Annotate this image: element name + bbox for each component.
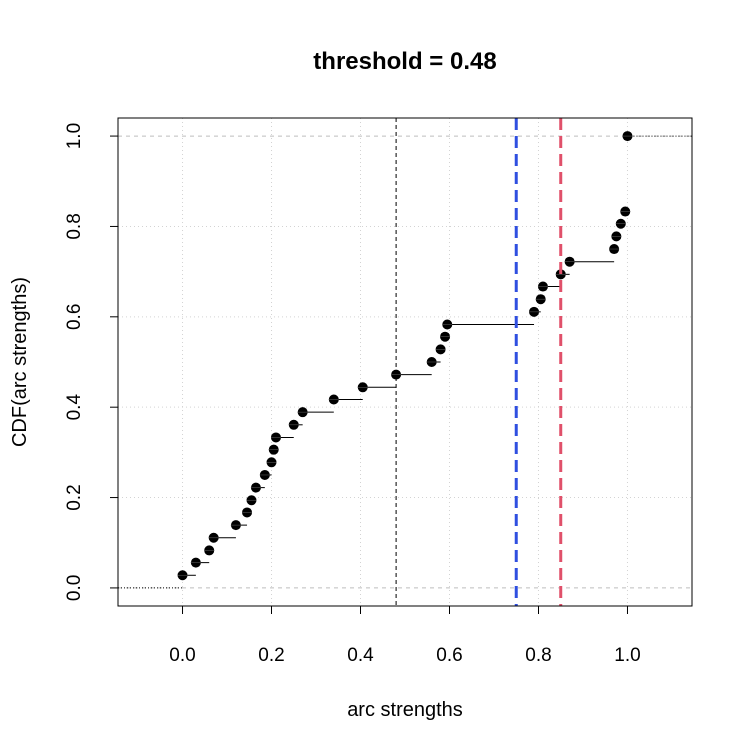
y-tick-label: 0.4 (64, 394, 85, 421)
threshold-lines (395, 118, 563, 606)
y-tick-label: 0.2 (64, 484, 85, 510)
x-tick-label: 0.4 (347, 645, 374, 666)
y-tick-label: 0.0 (64, 575, 85, 601)
y-tick-label: 0.8 (64, 213, 85, 239)
grid (118, 118, 692, 606)
x-axis-label: arc strengths (347, 699, 463, 721)
x-tick-label: 1.0 (614, 645, 640, 666)
y-axis: 0.0 0.2 0.4 0.6 0.8 1.0 (64, 123, 118, 601)
x-axis: 0.0 0.2 0.4 0.6 0.8 1.0 (169, 606, 641, 666)
x-tick-label: 0.2 (258, 645, 284, 666)
cdf-points (177, 131, 633, 581)
x-tick-label: 0.6 (436, 645, 462, 666)
y-tick-label: 0.6 (64, 304, 85, 330)
y-axis-label: CDF(arc strengths) (9, 277, 31, 447)
chart-title: threshold = 0.48 (313, 48, 496, 75)
plot-frame (117, 117, 693, 607)
x-tick-label: 0.8 (525, 645, 551, 666)
y-tick-label: 1.0 (64, 123, 85, 149)
x-tick-label: 0.0 (169, 645, 195, 666)
